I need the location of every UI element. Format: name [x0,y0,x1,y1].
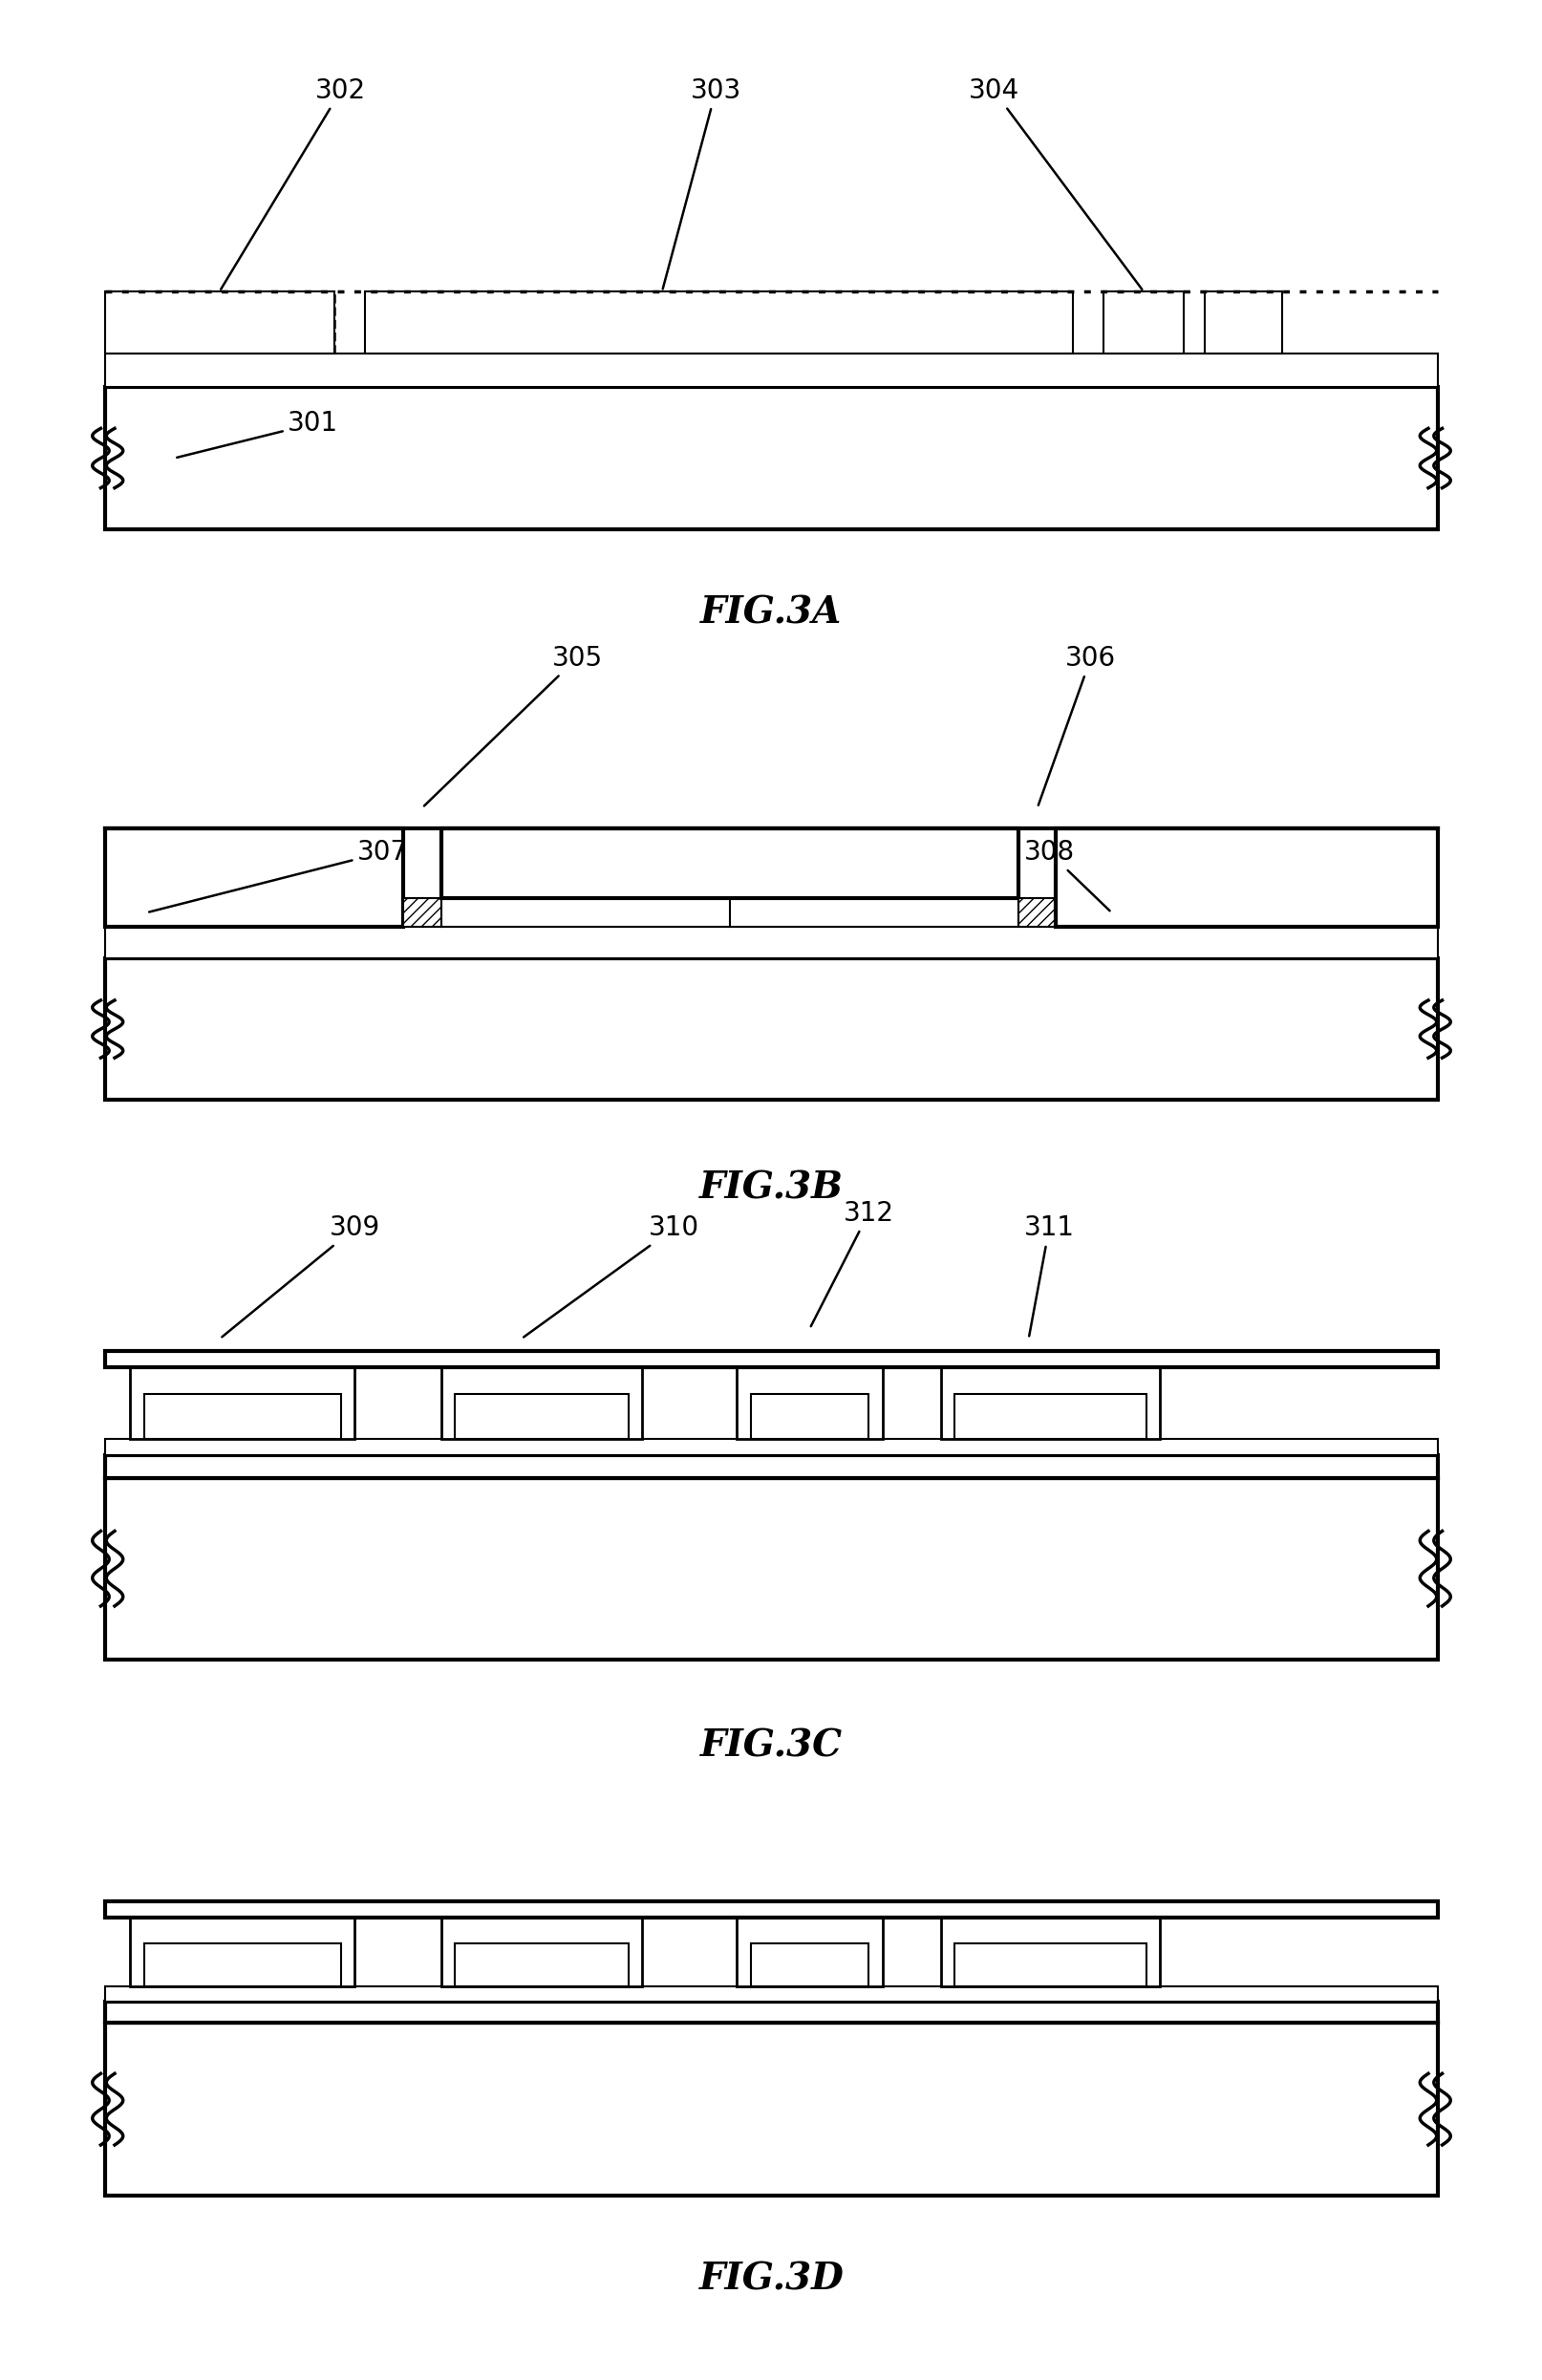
Bar [143,1395,341,1440]
Bar [455,1942,628,1985]
Bar [441,828,1018,900]
Bar [737,1918,882,1985]
Bar [941,1366,1160,1440]
Text: 303: 303 [663,76,740,288]
Text: FIG.3C: FIG.3C [700,1728,842,1764]
Bar [737,1366,882,1440]
Bar [404,900,441,926]
Text: 302: 302 [221,76,365,290]
Text: 312: 312 [811,1200,893,1326]
Text: FIG.3A: FIG.3A [700,595,842,631]
Bar [441,1366,641,1440]
Text: 309: 309 [222,1214,379,1338]
Bar [105,1457,1437,1478]
Bar [105,1902,1437,1918]
Bar [1018,900,1055,926]
Text: 307: 307 [150,840,407,912]
Bar [105,959,1437,1100]
Bar [749,1395,868,1440]
Bar [105,1478,1437,1659]
Bar [105,926,1437,959]
Bar [105,1440,1437,1457]
Text: 304: 304 [968,76,1141,290]
Bar [143,1942,341,1985]
Bar [441,900,1018,926]
Text: FIG.3D: FIG.3D [699,2261,843,2297]
Bar [105,1349,1437,1366]
Bar [749,1942,868,1985]
Text: 308: 308 [1024,840,1109,912]
Text: FIG.3B: FIG.3B [699,1169,843,1207]
Bar [954,1395,1146,1440]
Bar [105,1985,1437,2002]
Text: 310: 310 [523,1214,699,1338]
Bar [1103,290,1183,352]
Text: 311: 311 [1024,1214,1073,1335]
Bar [130,1366,355,1440]
Bar [105,2002,1437,2023]
Bar [105,352,1437,386]
Text: 306: 306 [1038,645,1115,804]
Bar [941,1918,1160,1985]
Text: 301: 301 [177,409,338,457]
Bar [441,1918,641,1985]
Bar [105,2023,1437,2194]
Bar [954,1942,1146,1985]
Bar [455,1395,628,1440]
Bar [105,290,333,352]
Bar [1055,828,1437,926]
Bar [364,290,1072,352]
Bar [105,828,404,926]
Text: 305: 305 [424,645,601,807]
Bar [105,388,1437,531]
Bar [1204,290,1281,352]
Bar [130,1918,355,1985]
